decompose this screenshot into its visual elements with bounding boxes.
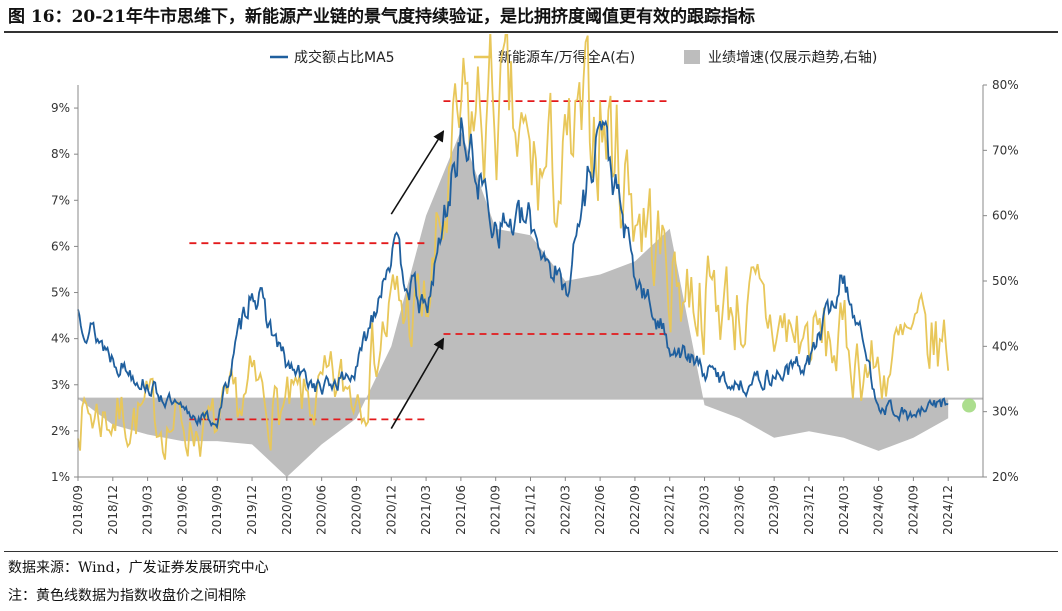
right-tick-label: 20% bbox=[992, 470, 1019, 484]
x-tick-label: 2018/12 bbox=[106, 485, 120, 535]
chart: 成交额占比MA5 新能源车/万得全A(右) 业绩增速(仅展示趋势,右轴) 1% 2% 3… bbox=[51, 34, 1019, 535]
left-tick-label: 6% bbox=[51, 239, 70, 253]
footnote: 注：黄色线数据为指数收盘价之间相除 bbox=[8, 588, 246, 604]
x-tick-label: 2019/06 bbox=[175, 485, 189, 535]
x-tick-label: 2024/06 bbox=[872, 485, 886, 535]
left-tick-label: 2% bbox=[51, 424, 70, 438]
x-tick-label: 2020/09 bbox=[349, 485, 363, 535]
x-tick-label: 2022/09 bbox=[628, 485, 642, 535]
legend-swatch-3 bbox=[684, 50, 700, 64]
x-tick-label: 2021/12 bbox=[524, 485, 538, 535]
x-tick-label: 2021/03 bbox=[419, 485, 433, 535]
left-tick-label: 8% bbox=[51, 147, 70, 161]
source-note: 数据来源：Wind，广发证券发展研究中心 bbox=[8, 560, 269, 576]
x-tick-label: 2022/03 bbox=[558, 485, 572, 535]
left-tick-label: 4% bbox=[51, 332, 70, 346]
left-tick-label: 9% bbox=[51, 101, 70, 115]
x-tick-label: 2023/03 bbox=[698, 485, 712, 535]
x-tick-label: 2023/12 bbox=[802, 485, 816, 535]
x-tick-label: 2020/12 bbox=[384, 485, 398, 535]
latest-point-marker bbox=[962, 398, 977, 413]
x-tick-label: 2019/12 bbox=[245, 485, 259, 535]
left-tick-label: 1% bbox=[51, 470, 70, 484]
right-tick-label: 40% bbox=[992, 339, 1019, 353]
left-tick-label: 7% bbox=[51, 193, 70, 207]
trend-arrow-2 bbox=[390, 337, 445, 429]
legend-label-3: 业绩增速(仅展示趋势,右轴) bbox=[708, 50, 877, 66]
x-tick-label: 2019/09 bbox=[210, 485, 224, 535]
x-tick-label: 2020/06 bbox=[315, 485, 329, 535]
performance-growth-area-shape bbox=[78, 130, 949, 477]
x-tick-label: 2022/06 bbox=[593, 485, 607, 535]
right-tick-label: 60% bbox=[992, 209, 1019, 223]
reference-lines bbox=[189, 100, 670, 421]
trend-arrows bbox=[390, 130, 977, 429]
x-tick-label: 2024/12 bbox=[941, 485, 955, 535]
axes: 1% 2% 3% 4% 5% 6% 7% 8% 9% 20% 30% 40% 50% 60% 70% 80% 2… bbox=[51, 78, 1019, 535]
right-tick-label: 30% bbox=[992, 405, 1019, 419]
footer-divider bbox=[4, 551, 1058, 552]
x-tick-label: 2022/12 bbox=[663, 485, 677, 535]
legend: 成交额占比MA5 新能源车/万得全A(右) 业绩增速(仅展示趋势,右轴) bbox=[270, 49, 877, 66]
right-tick-label: 70% bbox=[992, 143, 1019, 157]
figure-title: 图 16：20-21年牛市思维下，新能源产业链的景气度持续验证，是比拥挤度阈值更… bbox=[8, 7, 755, 27]
legend-label-2: 新能源车/万得全A(右) bbox=[498, 49, 635, 66]
x-tick-label: 2024/03 bbox=[837, 485, 851, 535]
x-tick-label: 2024/09 bbox=[906, 485, 920, 535]
title-divider bbox=[4, 31, 1058, 33]
left-tick-label: 3% bbox=[51, 378, 70, 392]
trend-arrow-1 bbox=[390, 130, 445, 215]
left-tick-label: 5% bbox=[51, 286, 70, 300]
turnover-share-line bbox=[77, 117, 949, 430]
x-tick-label: 2023/09 bbox=[767, 485, 781, 535]
x-tick-label: 2021/06 bbox=[454, 485, 468, 535]
right-tick-label: 50% bbox=[992, 274, 1019, 288]
x-tick-label: 2023/06 bbox=[732, 485, 746, 535]
x-tick-label: 2021/09 bbox=[489, 485, 503, 535]
right-tick-label: 80% bbox=[992, 78, 1019, 92]
performance-growth-area bbox=[78, 130, 983, 477]
x-tick-label: 2018/09 bbox=[71, 485, 85, 535]
legend-label-1: 成交额占比MA5 bbox=[294, 49, 395, 66]
x-tick-label: 2020/03 bbox=[280, 485, 294, 535]
turnover-share-series bbox=[77, 117, 949, 430]
x-tick-label: 2019/03 bbox=[141, 485, 155, 535]
